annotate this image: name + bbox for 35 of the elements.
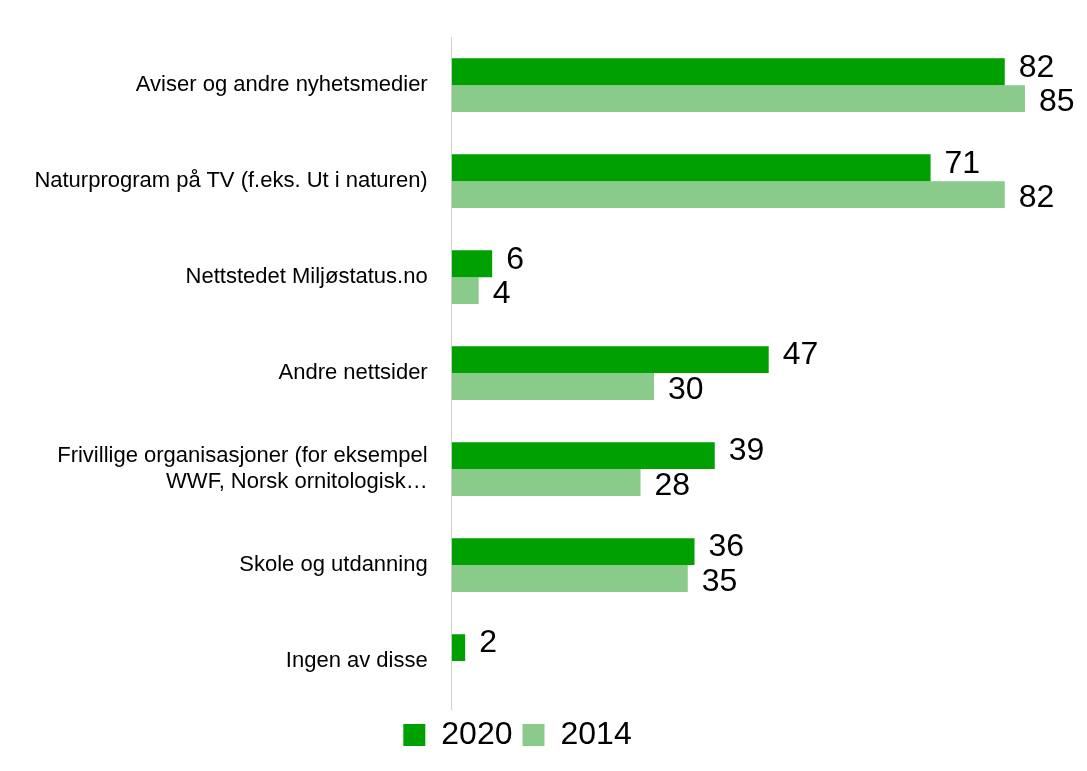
y-tick-label: Ingen av disse	[285, 647, 428, 673]
y-tick-label: Skole og utdanning	[239, 551, 428, 577]
data-label: 6	[506, 239, 524, 276]
bar	[451, 538, 695, 566]
y-tick-label: Frivillige organisasjoner (for eksempel WWF, Norsk ornitologisk…	[57, 441, 428, 494]
data-label: 35	[701, 562, 738, 599]
bar	[451, 277, 479, 304]
data-label: 47	[782, 335, 819, 372]
data-label: 82	[1018, 178, 1055, 215]
bar	[451, 565, 688, 592]
bar	[451, 346, 769, 374]
data-label: 71	[944, 143, 981, 180]
bar	[451, 250, 493, 278]
data-label: 39	[728, 431, 765, 468]
y-tick-label: Andre nettsider	[278, 359, 428, 385]
data-label: 36	[708, 527, 745, 564]
y-tick-label: Naturprogram på TV (f.eks. Ut i naturen)	[34, 167, 428, 193]
data-label: 85	[1039, 82, 1075, 119]
bar	[451, 85, 1025, 113]
data-label: 4	[492, 274, 511, 311]
bar	[451, 634, 466, 662]
data-label: 30	[668, 370, 704, 407]
bar	[451, 58, 1005, 86]
legend-label: 2014	[560, 714, 632, 751]
bar	[451, 442, 715, 470]
data-label: 28	[654, 466, 691, 503]
bar	[451, 181, 1005, 209]
data-label: 82	[1018, 47, 1055, 84]
bar	[451, 373, 655, 400]
bar	[451, 469, 641, 496]
legend-label: 2020	[441, 714, 513, 751]
bar	[451, 154, 931, 182]
y-tick-label: Nettstedet Miljøstatus.no	[185, 263, 428, 289]
data-label: 2	[479, 623, 497, 660]
y-tick-label: Aviser og andre nyhetsmedier	[135, 71, 428, 97]
